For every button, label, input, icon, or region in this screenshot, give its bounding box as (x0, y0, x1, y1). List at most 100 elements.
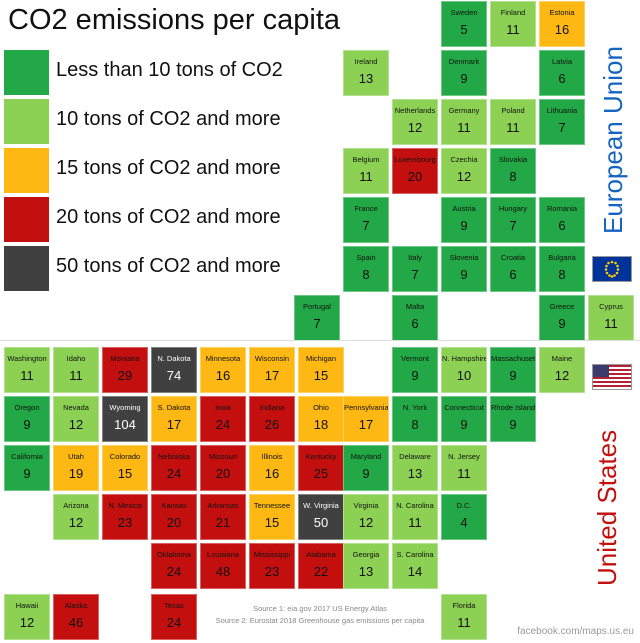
us-tile-kansas: Kansas 20 (151, 494, 197, 540)
tile-value: 74 (166, 368, 182, 383)
tile-value: 12 (456, 169, 472, 184)
us-tile-n-carolina: N. Carolina 11 (392, 494, 438, 540)
us-tile-s-dakota: S. Dakota 17 (151, 396, 197, 442)
tile-value: 24 (215, 417, 231, 432)
tile-value: 6 (509, 267, 517, 282)
tile-name: Cyprus (599, 302, 623, 311)
tile-name: Portugal (303, 302, 331, 311)
us-tile-minnesota: Minnesota 16 (200, 347, 246, 393)
tile-value: 12 (554, 368, 570, 383)
us-tile-illinois: Illinois 16 (249, 445, 295, 491)
tile-name: France (354, 204, 378, 213)
tile-value: 25 (313, 466, 329, 481)
tile-name: Finland (500, 8, 526, 17)
tile-value: 9 (509, 368, 517, 383)
us-tile-florida: Florida 11 (441, 594, 487, 640)
tile-value: 12 (407, 120, 423, 135)
tile-value: 11 (457, 615, 471, 630)
tile-value: 13 (407, 466, 423, 481)
tile-value: 9 (460, 71, 468, 86)
tile-name: Michigan (305, 354, 336, 363)
tile-name: Louisiana (206, 550, 240, 559)
tile-name: Missouri (209, 452, 237, 461)
tile-name: Colorado (109, 452, 141, 461)
us-tile-wyoming: Wyoming 104 (102, 396, 148, 442)
tile-name: Alabama (306, 550, 336, 559)
us-tile-delaware: Delaware 13 (392, 445, 438, 491)
us-tile-oklahoma: Oklahoma 24 (151, 543, 197, 589)
us-tile-maine: Maine 12 (539, 347, 585, 393)
tile-value: 9 (460, 267, 468, 282)
legend-swatch (4, 246, 49, 291)
legend-swatch (4, 197, 49, 242)
tile-name: Hawaii (15, 601, 39, 610)
tile-value: 9 (411, 368, 419, 383)
tile-name: Tennessee (253, 501, 291, 510)
us-tile-iowa: Iowa 24 (200, 396, 246, 442)
tile-name: Kansas (161, 501, 187, 510)
tile-name: Wyoming (109, 403, 141, 412)
legend-label: 15 tons of CO2 and more (56, 157, 281, 179)
tile-name: Oklahoma (156, 550, 192, 559)
tile-name: Romania (546, 204, 577, 213)
tile-value: 11 (359, 169, 373, 184)
source-note-2: Source 2: Eurostat 2018 Greenhouse gas e… (215, 616, 425, 625)
tile-value: 10 (456, 368, 472, 383)
tile-value: 26 (264, 417, 280, 432)
tile-name: N. Carolina (396, 501, 434, 510)
tile-name: California (11, 452, 43, 461)
tile-value: 16 (215, 368, 231, 383)
us-tile-oregon: Oregon 9 (4, 396, 50, 442)
tile-name: Maryland (350, 452, 382, 461)
chart-title: CO2 emissions per capita (8, 4, 341, 36)
us-tile-louisiana: Louisiana 48 (200, 543, 246, 589)
tile-name: W. Virginia (303, 501, 339, 510)
tile-value: 9 (23, 417, 31, 432)
eu-tile-austria: Austria 9 (441, 197, 487, 243)
tile-name: Connecticut (444, 403, 484, 412)
tile-value: 17 (166, 417, 182, 432)
eu-tile-croatia: Croatia 6 (490, 246, 536, 292)
tile-value: 18 (313, 417, 329, 432)
us-tile-alabama: Alabama 22 (298, 543, 344, 589)
tile-name: Massachusetts (491, 354, 535, 363)
tile-value: 9 (460, 417, 468, 432)
eu-tile-poland: Poland 11 (490, 99, 536, 145)
tile-value: 16 (264, 466, 280, 481)
tile-value: 13 (358, 564, 374, 579)
tile-value: 12 (19, 615, 35, 630)
tile-name: S. Carolina (396, 550, 434, 559)
tile-name: Montana (110, 354, 140, 363)
tile-name: Germany (448, 106, 480, 115)
tile-value: 11 (69, 368, 83, 383)
tile-value: 14 (407, 564, 423, 579)
tile-name: Malta (405, 302, 425, 311)
tile-name: Hungary (498, 204, 528, 213)
us-tile-georgia: Georgia 13 (343, 543, 389, 589)
tile-value: 16 (554, 22, 570, 37)
us-tile-mississippi: Mississippi 23 (249, 543, 295, 589)
legend-item-50-plus: 50 tons of CO2 and more (4, 246, 296, 291)
tile-name: Nebraska (157, 452, 191, 461)
eu-tile-finland: Finland 11 (490, 1, 536, 47)
tile-value: 7 (411, 267, 419, 282)
tile-value: 23 (264, 564, 280, 579)
tile-name: Croatia (500, 253, 526, 262)
legend-label: 20 tons of CO2 and more (56, 206, 281, 228)
tile-value: 8 (558, 267, 566, 282)
us-tile-kentucky: Kentucky 25 (298, 445, 344, 491)
us-tile-washington: Washington 11 (4, 347, 50, 393)
tile-name: Kentucky (305, 452, 337, 461)
tile-value: 22 (313, 564, 329, 579)
us-tile-n-york: N. York 8 (392, 396, 438, 442)
tile-value: 46 (68, 615, 84, 630)
us-tile-n-dakota: N. Dakota 74 (151, 347, 197, 393)
eu-tile-luxembourg: Luxembourg 20 (392, 148, 438, 194)
tile-name: Austria (452, 204, 476, 213)
tile-name: Lithuania (546, 106, 578, 115)
tile-value: 8 (509, 169, 517, 184)
us-tile-n-jersey: N. Jersey 11 (441, 445, 487, 491)
us-tile-alaska: Alaska 46 (53, 594, 99, 640)
tile-value: 50 (313, 515, 329, 530)
legend-label: 10 tons of CO2 and more (56, 108, 281, 130)
